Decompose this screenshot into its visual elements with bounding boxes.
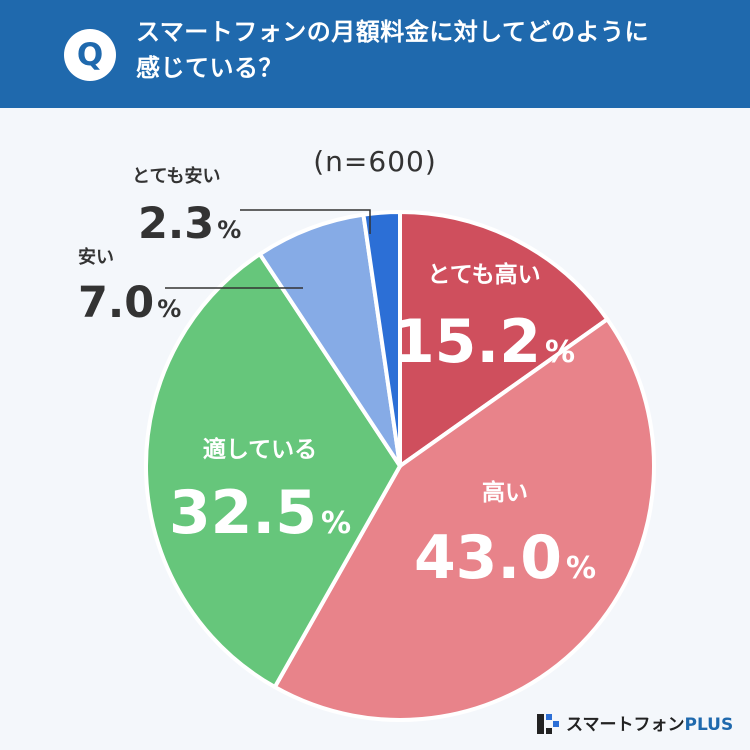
slice-unit-label: % xyxy=(157,295,181,323)
slice-value-label: 7.0% xyxy=(78,278,181,328)
slice-unit-label: % xyxy=(321,506,351,541)
q-badge: Q xyxy=(64,29,116,81)
slice-unit-label: % xyxy=(545,335,575,370)
question-text: スマートフォンの月額料金に対してどのように 感じている？ xyxy=(136,14,726,86)
pie-slice-high xyxy=(272,317,656,722)
pie-slice-very-cheap xyxy=(361,210,402,468)
slice-unit-label: % xyxy=(217,216,241,244)
logo-name-accent: PLUS xyxy=(684,715,734,735)
brand-logo: スマートフォンPLUS xyxy=(536,710,736,740)
pie-slice-fair xyxy=(144,252,402,690)
question-line-2: 感じている？ xyxy=(136,54,283,82)
pie-slice-very-high xyxy=(398,210,610,468)
slice-unit-label: % xyxy=(566,551,596,586)
logo-text: スマートフォンPLUS xyxy=(566,712,733,738)
leader-line xyxy=(240,209,371,234)
slice-category-label: 高い xyxy=(482,479,528,506)
question-line-1: スマートフォンの月額料金に対してどのように xyxy=(136,18,650,46)
slice-category-label: 安い xyxy=(78,246,114,268)
slice-category-label: 適している xyxy=(203,436,317,463)
slice-category-label: とても安い xyxy=(132,165,221,187)
sample-size-label: (n=600) xyxy=(313,145,437,178)
slice-category-label: とても高い xyxy=(427,261,540,288)
pie-slice-cheap xyxy=(257,212,402,468)
question-header: Q スマートフォンの月額料金に対してどのように 感じている？ xyxy=(0,0,750,108)
logo-name-main: スマートフォン xyxy=(566,715,685,735)
slice-label-very-cheap: とても安い 2.3% xyxy=(132,165,371,249)
slice-value-label: 2.3% xyxy=(138,199,241,249)
logo-mark-icon xyxy=(537,714,559,734)
